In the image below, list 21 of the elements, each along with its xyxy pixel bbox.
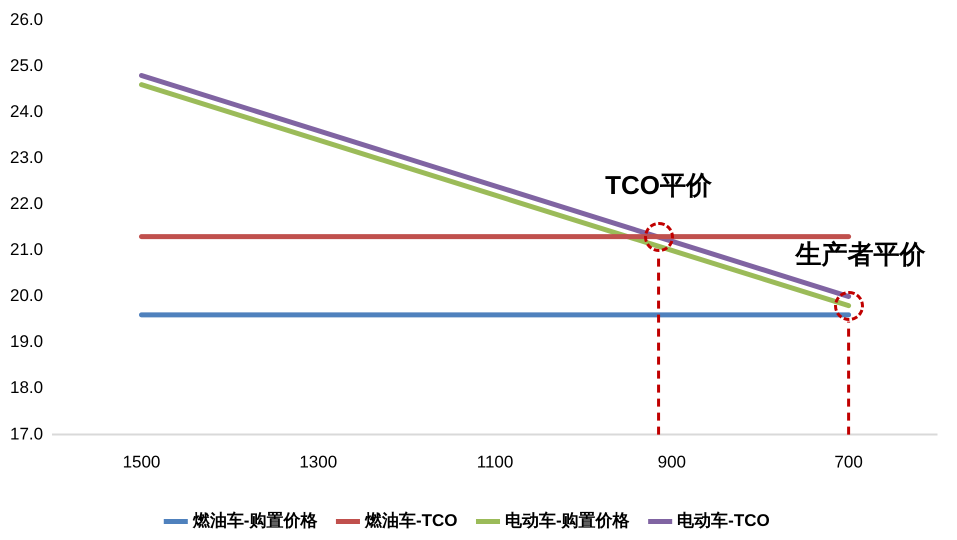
annotation: 生产者平价 (794, 238, 927, 269)
x-tick-label: 900 (658, 452, 686, 472)
y-tick-label: 20.0 (10, 286, 44, 306)
legend-label: 燃油车-购置价格 (192, 511, 318, 530)
y-tick-label: 21.0 (10, 240, 44, 260)
x-tick-label: 700 (834, 452, 863, 472)
x-tick-label: 1500 (122, 452, 160, 472)
legend-label: 燃油车-TCO (364, 511, 458, 530)
legend-label: 电动车-购置价格 (505, 511, 631, 530)
annotation: TCO平价 (605, 170, 714, 200)
y-tick-label: 25.0 (10, 56, 44, 75)
y-tick-label: 19.0 (10, 332, 44, 352)
legend-label: 电动车-TCO (677, 511, 770, 530)
x-tick-label: 1100 (476, 452, 514, 472)
y-tick-label: 26.0 (10, 10, 44, 29)
y-tick-label: 23.0 (10, 148, 44, 168)
y-tick-label: 18.0 (10, 378, 44, 398)
y-tick-label: 24.0 (10, 102, 44, 121)
x-tick-label: 1300 (299, 452, 338, 472)
y-tick-label: 17.0 (10, 424, 44, 444)
y-tick-label: 22.0 (10, 194, 44, 214)
